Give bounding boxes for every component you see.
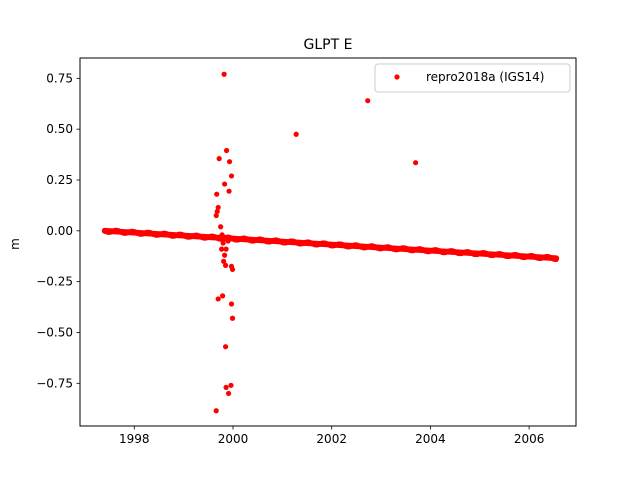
x-tick-label: 2006 xyxy=(514,432,545,446)
outlier-point xyxy=(225,238,231,244)
outlier-point xyxy=(229,266,236,273)
x-tick-label: 2002 xyxy=(316,432,347,446)
outlier-point xyxy=(226,159,233,165)
chart-title: GLPT E xyxy=(304,37,353,53)
outlier-point xyxy=(220,293,226,299)
trend-point xyxy=(553,256,559,262)
x-tick-label: 1998 xyxy=(119,432,150,446)
outlier-point xyxy=(214,208,220,215)
legend: repro2018a (IGS14) xyxy=(374,63,571,93)
x-axis: 1998 2000 2002 2004 2006 xyxy=(119,426,544,446)
outlier-point xyxy=(228,301,235,307)
outlier-point xyxy=(216,156,222,162)
outlier-point xyxy=(215,296,221,302)
outlier-point xyxy=(219,232,225,238)
legend-box xyxy=(374,63,571,93)
outlier-point xyxy=(213,212,219,219)
outlier-point xyxy=(221,258,227,264)
outlier-point xyxy=(222,252,228,258)
outlier-point xyxy=(413,160,419,166)
y-axis-label: m xyxy=(8,238,22,250)
y-tick-label: −0.75 xyxy=(36,376,73,390)
outlier-point xyxy=(223,246,229,252)
outlier-point xyxy=(225,390,232,397)
y-tick-label: 0.75 xyxy=(46,71,73,85)
y-tick-label: 0.00 xyxy=(46,224,73,238)
outlier-point xyxy=(223,147,230,154)
y-tick-label: −0.50 xyxy=(36,325,73,339)
outlier-point xyxy=(293,131,299,137)
outlier-point xyxy=(228,173,235,179)
outlier-point xyxy=(365,98,371,104)
outlier-point xyxy=(218,224,224,230)
y-tick-label: −0.25 xyxy=(36,275,73,289)
y-tick-label: 0.50 xyxy=(46,122,73,136)
outlier-point xyxy=(222,344,229,350)
data-points xyxy=(101,71,560,414)
outlier-point xyxy=(226,188,232,194)
outlier-point xyxy=(214,191,220,197)
outlier-point xyxy=(229,315,236,321)
outlier-point xyxy=(228,382,234,388)
outlier-point xyxy=(222,181,228,187)
x-tick-label: 2000 xyxy=(218,432,249,446)
outlier-point xyxy=(220,240,226,246)
outlier-point xyxy=(222,262,229,268)
plot-frame xyxy=(79,57,577,427)
x-tick-label: 2004 xyxy=(415,432,446,446)
outlier-point xyxy=(223,384,229,390)
y-tick-label: 0.25 xyxy=(46,173,73,187)
legend-marker xyxy=(394,74,400,80)
legend-label: repro2018a (IGS14) xyxy=(426,70,544,84)
outlier-point xyxy=(215,204,221,211)
outlier-point xyxy=(221,71,227,77)
y-axis: −0.75 −0.50 −0.25 0.00 0.25 0.50 0.75 xyxy=(36,71,80,390)
outlier-point xyxy=(213,408,219,414)
outlier-point xyxy=(219,246,225,252)
